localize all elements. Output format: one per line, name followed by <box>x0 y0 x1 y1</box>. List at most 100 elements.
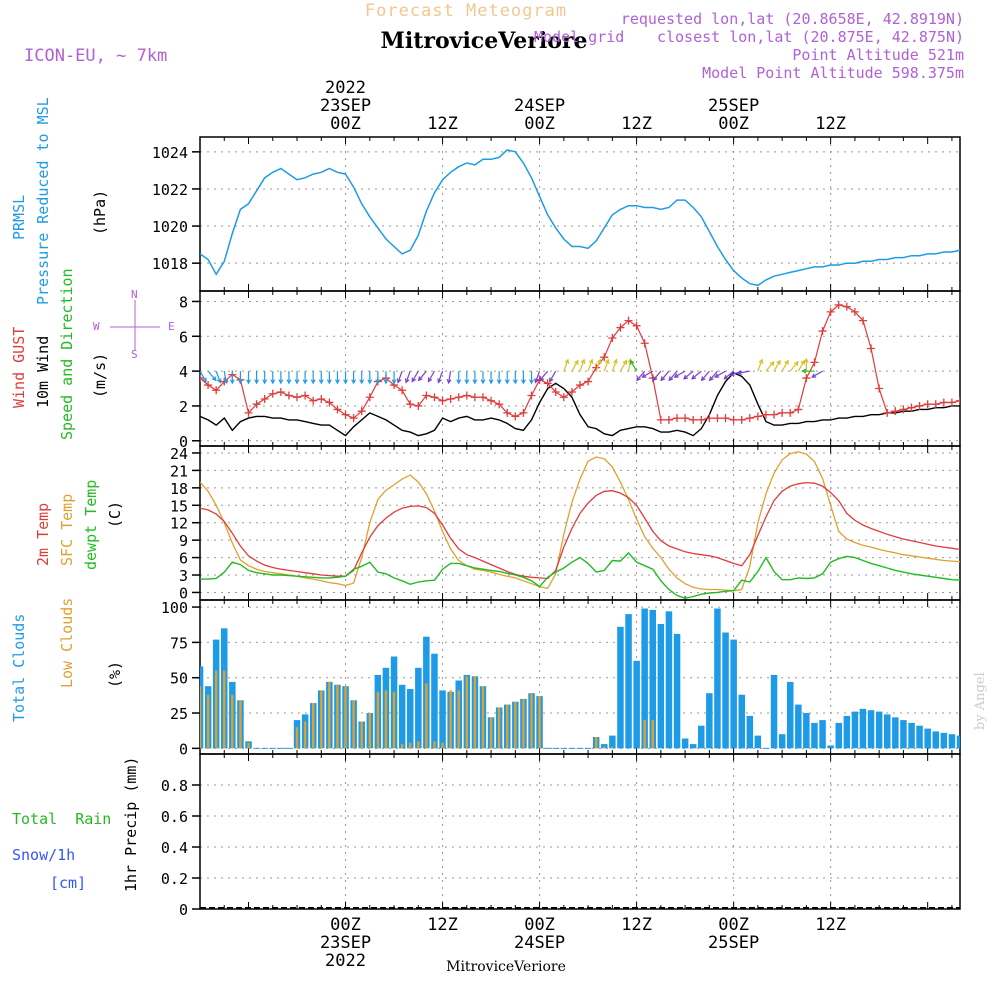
low-cloud-bar <box>506 704 509 749</box>
pressure-labels: PRMSL Pressure Reduced to MSL (hPa) <box>10 97 109 305</box>
low-cloud-bar <box>328 681 331 749</box>
series-sfc-temp <box>200 451 960 592</box>
gust-point <box>867 344 876 353</box>
wind-arrow <box>714 370 726 378</box>
gust-point <box>422 391 431 400</box>
gust-point <box>858 316 867 325</box>
gust-point <box>947 398 956 407</box>
wind-arrow-head <box>286 379 292 385</box>
total-cloud-bar <box>924 728 931 749</box>
low-cloud-bar <box>247 742 250 749</box>
gust-point <box>761 410 770 419</box>
series-2m-temp <box>200 481 960 580</box>
gust-point <box>454 393 463 402</box>
gust-point <box>559 393 568 402</box>
wind-arrow <box>207 370 217 381</box>
gust-point <box>778 408 787 417</box>
y-tick-label: 15 <box>170 497 188 515</box>
low-cloud-bar <box>603 746 606 749</box>
wind-arrow-head <box>202 377 207 383</box>
low-cloud-bar <box>360 721 363 749</box>
y-tick-label: 6 <box>179 550 188 568</box>
wind-arrow <box>630 360 638 372</box>
wind-arrow-head <box>652 376 658 382</box>
y-tick-label: 1024 <box>152 144 188 162</box>
wind-direction-label: Speed and Direction <box>58 268 76 440</box>
wind-arrow <box>397 370 403 383</box>
top-time-label: 12Z <box>815 114 846 134</box>
total-cloud-bar <box>657 624 665 749</box>
wind-arrow-head <box>700 376 706 382</box>
gust-point <box>939 398 948 407</box>
compass-w: W <box>93 320 100 333</box>
wind-arrow-head <box>723 374 729 380</box>
bottom-time-label: 12Z <box>621 915 652 935</box>
wind-arrow <box>683 370 694 380</box>
panel-frame <box>199 290 961 447</box>
gust-point <box>341 410 350 419</box>
wind-arrow <box>200 370 207 382</box>
top-time-label: 00Z <box>718 114 749 134</box>
low-cloud-bar <box>651 720 654 749</box>
total-cloud-bar <box>884 714 891 749</box>
wind-arrow <box>534 370 541 383</box>
wind-arrow-head <box>437 378 442 384</box>
low-cloud-bar <box>223 670 226 749</box>
gust-point <box>850 307 859 316</box>
low-cloud-bar <box>489 717 493 749</box>
gust-point <box>794 405 803 414</box>
gust-point <box>786 408 795 417</box>
gust-point <box>446 394 455 403</box>
closest-coords: closest lon,lat (20.875E, 42.875N) <box>657 28 964 46</box>
gust-markers <box>200 300 960 424</box>
side-labels: PRMSL Pressure Reduced to MSL (hPa) Wind… <box>10 97 175 892</box>
low-cloud-bar <box>465 676 468 749</box>
wind-arrow-head <box>529 379 534 385</box>
y-tick-label: 75 <box>170 634 188 652</box>
total-cloud-bar <box>787 681 794 749</box>
wind-arrow <box>405 370 411 383</box>
gust-point <box>260 394 269 403</box>
total-cloud-bar <box>819 720 826 749</box>
total-cloud-bar <box>940 732 948 749</box>
wind-arrow <box>215 370 221 383</box>
wind-arrow-head <box>391 379 397 385</box>
wind-arrow-head <box>396 378 402 384</box>
bottom-time-label: 24SEP <box>514 933 565 953</box>
wind-arrow <box>781 360 789 372</box>
y-tick-label: 50 <box>170 670 188 688</box>
wind-arrow <box>660 370 670 381</box>
gust-point <box>721 414 730 423</box>
precip-unit-label: 1hr Precip (mm) <box>122 757 140 892</box>
wind-arrow <box>223 371 227 384</box>
wind-arrow-head <box>351 379 357 385</box>
low-cloud-bar <box>320 690 323 749</box>
gust-point <box>478 393 487 402</box>
wind-arrow <box>765 361 775 372</box>
low-cloud-bar <box>643 720 646 749</box>
top-time-label: 12Z <box>621 114 652 134</box>
gust-point <box>931 400 940 409</box>
total-cloud-bar <box>827 745 834 749</box>
wind-arrow <box>789 361 799 372</box>
wind-arrow-head <box>480 379 486 385</box>
y-tick-label: 1018 <box>152 255 188 273</box>
gust-point <box>430 393 439 402</box>
total-cloud-bar <box>633 660 640 749</box>
wind-arrow-head <box>641 373 647 378</box>
total-cloud-bar <box>641 608 648 749</box>
series-dewpt <box>200 551 960 600</box>
gust-point <box>414 401 423 410</box>
wind-arrow-head <box>520 379 526 385</box>
wind-arrow-head <box>488 379 494 385</box>
low-cloud-bar <box>344 686 347 749</box>
gust-point <box>802 374 811 383</box>
gust-point <box>834 300 843 309</box>
wind-arrow <box>701 370 710 381</box>
total-cloud-bar <box>892 717 899 749</box>
gust-point <box>252 400 261 409</box>
top-time-label: 00Z <box>524 114 555 134</box>
total-cloud-bar <box>722 632 729 749</box>
wind-arrow <box>539 370 549 381</box>
